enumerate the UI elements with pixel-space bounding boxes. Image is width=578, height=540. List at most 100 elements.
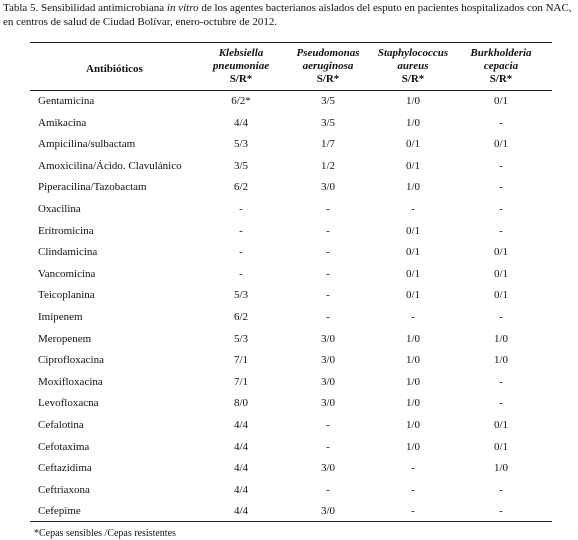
header-unit: S/R*	[229, 73, 253, 85]
cell: -	[499, 224, 503, 237]
cell: -	[499, 203, 503, 215]
cell: 0/1	[405, 159, 421, 172]
cell: -	[326, 483, 330, 496]
cell: 0/1	[405, 289, 421, 302]
cell: -	[326, 440, 330, 453]
cell: 5/3	[233, 138, 249, 151]
caption-italic: in vitro	[166, 2, 199, 14]
cell: 1/0	[405, 375, 421, 388]
caption: Tabla 5. Sensibilidad antimicrobiana in …	[3, 1, 578, 29]
cell: 3/0	[320, 332, 336, 345]
row-label: Moxifloxacina	[38, 375, 103, 388]
cell: 1/2	[320, 159, 336, 172]
cell: 0/1	[493, 267, 509, 280]
row-label: Meropenem	[38, 332, 92, 345]
row-label: Piperacilina/Tazobactam	[38, 181, 147, 194]
header-unit: S/R*	[401, 73, 425, 85]
cell: 3/0	[320, 462, 336, 475]
caption-text: Tabla 5. Sensibilidad antimicrobiana	[3, 2, 167, 14]
cell: 0/1	[405, 224, 421, 237]
cell: -	[411, 203, 415, 215]
cell: 1/0	[405, 419, 421, 431]
header-organism: Staphylococcus	[377, 47, 449, 59]
cell: 0/1	[405, 138, 421, 151]
header-unit: S/R*	[316, 73, 340, 85]
cell: -	[499, 375, 503, 388]
cell: 1/0	[493, 462, 509, 475]
cell: 1/0	[405, 95, 421, 107]
cell: 1/7	[320, 138, 336, 151]
row-label: Amoxicilina/Ácido. Clavulánico	[38, 159, 182, 172]
cell: 7/1	[233, 375, 249, 388]
cell: 1/0	[405, 354, 421, 367]
cell: 3/0	[320, 181, 336, 194]
row-label: Vancomicina	[38, 267, 96, 280]
cell: -	[411, 311, 415, 323]
cell: 1/0	[493, 354, 509, 367]
cell: -	[326, 224, 330, 237]
cell: -	[499, 397, 503, 410]
cell: 3/0	[320, 397, 336, 410]
cell: -	[239, 224, 243, 237]
header-organism: Burkholderia	[470, 47, 532, 59]
cell: 1/0	[405, 440, 421, 453]
cell: 0/1	[493, 419, 509, 431]
cell: 5/3	[233, 332, 249, 345]
row-label: Ampicilina/sulbactam	[38, 138, 136, 151]
row-label: Eritromicina	[38, 224, 94, 237]
cell: -	[326, 267, 330, 280]
row-label: Amikacina	[38, 116, 87, 129]
cell: 1/0	[405, 116, 421, 129]
cell: 8/0	[233, 397, 249, 410]
row-label: Levofloxacna	[38, 397, 99, 410]
cell: -	[499, 311, 503, 323]
cell: -	[326, 419, 330, 431]
cell: 4/4	[233, 440, 249, 453]
row-label: Ceftazidima	[38, 462, 92, 475]
cell: 0/1	[493, 289, 509, 302]
cell: 3/5	[320, 95, 336, 107]
cell: 4/4	[233, 116, 249, 129]
row-label: Gentamicina	[38, 95, 95, 107]
cell: 5/3	[233, 289, 249, 302]
cell: -	[239, 203, 243, 215]
cell: 3/0	[320, 375, 336, 388]
cell: 3/5	[320, 116, 336, 129]
cell: 6/2	[233, 311, 249, 323]
cell: 1/0	[493, 332, 509, 345]
header-organism: aureus	[397, 60, 429, 72]
cell: -	[239, 267, 243, 280]
row-label: Oxacilina	[38, 203, 81, 215]
cell: -	[326, 203, 330, 215]
row-label: Ciprofloxacina	[38, 354, 104, 367]
cell: -	[326, 289, 330, 302]
row-label: Cefotaxima	[38, 440, 90, 453]
cell: -	[499, 116, 503, 129]
cell: 6/2	[233, 181, 249, 194]
cell: 4/4	[233, 483, 249, 496]
cell: 3/0	[320, 354, 336, 367]
cell: 0/1	[493, 138, 509, 151]
cell: 1/0	[405, 332, 421, 345]
header-first: Antibióticos	[86, 63, 143, 75]
row-label: Cefalotina	[38, 419, 84, 431]
row-label: Teicoplanina	[38, 289, 95, 302]
cell: 1/0	[405, 397, 421, 410]
cell: -	[499, 181, 503, 194]
cell: 0/1	[493, 440, 509, 453]
cell: -	[411, 483, 415, 496]
header-organism: pneumoniae	[212, 60, 270, 72]
header-rule	[30, 90, 552, 91]
cell: -	[239, 246, 243, 259]
cell: 7/1	[233, 354, 249, 367]
cell: -	[499, 505, 503, 518]
cell: -	[326, 311, 330, 323]
header-organism: aeruginosa	[302, 60, 354, 72]
cell: -	[411, 505, 415, 518]
cell: 0/1	[405, 267, 421, 280]
cell: 3/0	[320, 505, 336, 518]
cell: -	[326, 246, 330, 259]
row-label: Clindamicina	[38, 246, 98, 259]
footnote: *Cepas sensibles /Cepas resistentes	[34, 528, 176, 539]
